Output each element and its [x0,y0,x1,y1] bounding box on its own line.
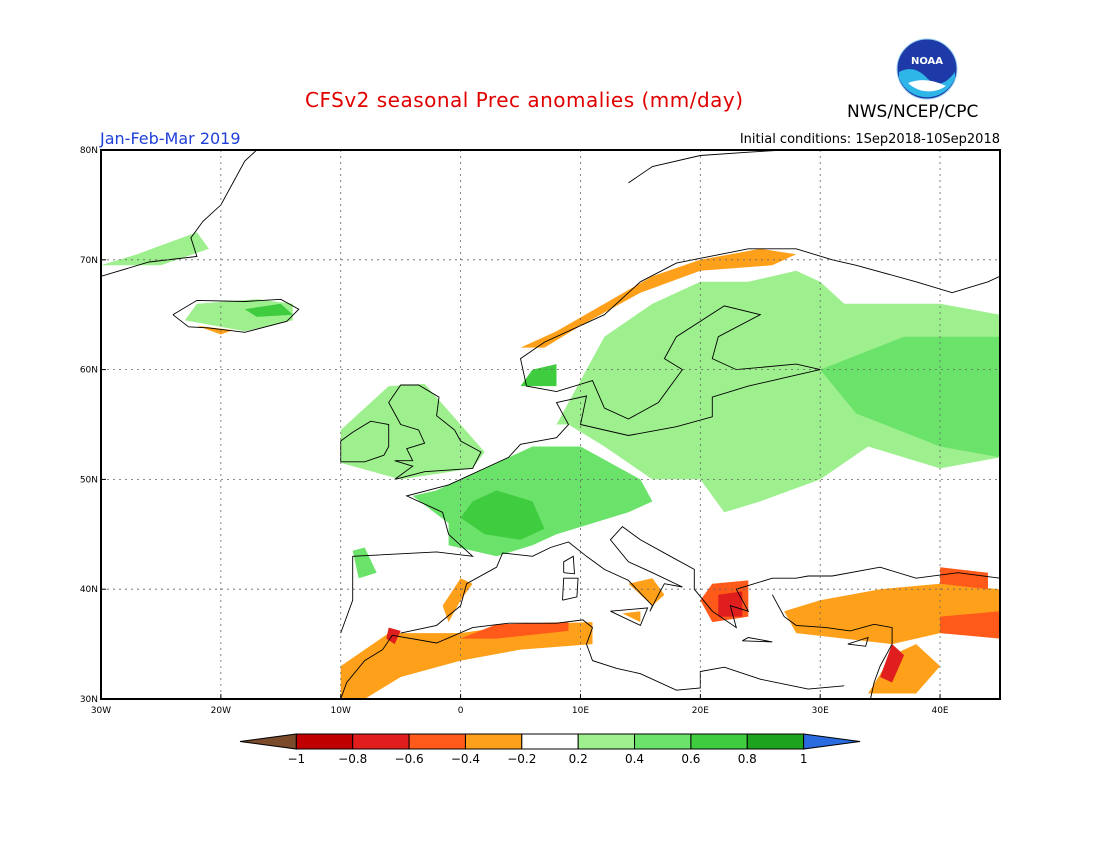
anomaly-south-scandinavia [520,364,557,387]
anomaly-greenland-coast [101,232,209,266]
colorbar-arrow-high [803,733,861,750]
anomaly-iceland-east [244,303,293,317]
colorbar-label: −0.4 [451,752,480,766]
anomaly-greece-core [718,591,743,617]
graticule [101,150,1000,699]
colorbar-arrow-low [239,733,297,750]
map-frame [100,149,1001,700]
anomaly-scandinavia-russia [556,270,1000,513]
anomaly-norway-coast [520,248,797,348]
lon-tick-label: 20E [692,706,709,716]
anomaly-spain-east [442,578,473,623]
anomaly-sicily [622,611,641,623]
colorbar-swatch [746,733,805,750]
colorbar-swatch [408,733,466,750]
lon-tick-label: 10E [572,706,589,716]
lat-tick-label: 80N [80,146,98,156]
anomaly-north-africa [340,622,593,699]
colorbar-swatch [634,733,692,750]
organization-label: NWS/NCEP/CPC [847,102,979,122]
anomaly-iberia-nw [352,547,377,579]
noaa-logo: NOAA [896,38,958,100]
lon-tick-label: 10W [331,706,351,716]
anomaly-turkey-east [940,611,1000,639]
colorbar: −1 −0.8 −0.6 −0.4 −0.2 0.2 0.4 0.6 0.8 1 [239,733,861,766]
anomaly-british-isles [340,383,485,480]
lat-tick-label: 70N [80,256,98,266]
lat-tick-label: 50N [80,475,98,485]
colorbar-label: −1 [288,752,306,766]
colorbar-swatch [352,733,410,750]
map-title: CFSv2 seasonal Prec anomalies (mm/day) [305,88,744,112]
colorbar-label: −0.8 [338,752,367,766]
lat-tick-label: 40N [80,585,98,595]
anomaly-levant-core [880,644,905,683]
colorbar-label: 0.6 [681,752,700,766]
colorbar-label: 0.8 [738,752,757,766]
colorbar-swatch [521,733,579,750]
colorbar-swatch [577,733,636,750]
anomaly-algeria-coast [460,622,569,639]
anomaly-shading [101,232,1000,699]
colorbar-label: 0.2 [569,752,588,766]
anomaly-italy-south [628,578,665,606]
colorbar-swatch [464,733,523,750]
colorbar-swatch [690,733,748,750]
lat-tick-label: 60N [80,366,98,376]
colorbar-swatch [295,733,354,750]
anomaly-russia-east [820,336,1000,458]
axis-ticks: 30W 20W 10W 0 10E 20E 30E 40E 30N 40N 50N 60N 70N 80N [80,146,949,716]
colorbar-label: 1 [800,752,808,766]
lon-tick-label: 30E [812,706,829,716]
lon-tick-label: 0 [458,706,464,716]
colorbar-label: 0.4 [625,752,644,766]
lon-tick-label: 20W [211,706,231,716]
colorbar-label: −0.2 [507,752,536,766]
forecast-period: Jan-Feb-Mar 2019 [100,129,241,148]
anomaly-france-core [460,490,545,540]
initial-conditions-label: Initial conditions: 1Sep2018-10Sep2018 [739,132,1000,147]
noaa-logo-text: NOAA [911,56,943,67]
lon-tick-label: 30W [91,706,111,716]
lon-tick-label: 40E [931,706,948,716]
lat-tick-label: 30N [80,695,98,705]
colorbar-label: −0.6 [395,752,424,766]
coastlines [101,150,1000,699]
anomaly-levant [868,644,941,694]
anomaly-caucasus [940,567,988,590]
